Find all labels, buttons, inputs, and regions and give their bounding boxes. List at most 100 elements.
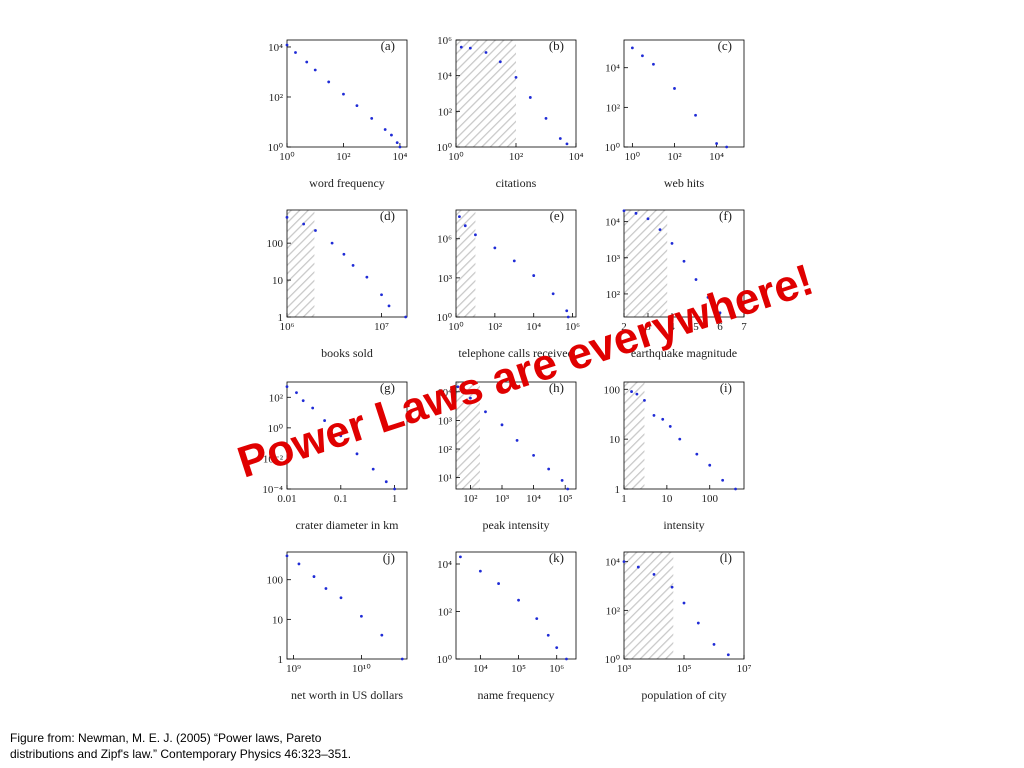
y-tick-label: 10⁰ — [605, 142, 621, 154]
data-point — [468, 46, 472, 50]
shaded-region — [456, 210, 476, 317]
x-tick-label: 10⁰ — [279, 151, 295, 163]
panel-label: (a) — [381, 38, 395, 53]
data-point — [404, 315, 408, 319]
panel-label: (i) — [720, 380, 732, 395]
x-tick-label: 10² — [509, 151, 524, 163]
data-point — [715, 142, 719, 145]
x-tick-label: 10² — [667, 151, 682, 163]
data-point — [295, 391, 298, 395]
y-tick-label: 10⁴ — [437, 559, 452, 571]
data-point — [721, 478, 725, 482]
data-point — [498, 60, 502, 64]
data-point — [643, 398, 646, 402]
x-axis-label: intensity — [663, 518, 704, 532]
data-point — [694, 278, 698, 281]
plot-frame — [623, 209, 745, 318]
data-point — [493, 246, 497, 250]
data-point — [566, 315, 570, 319]
data-point — [484, 51, 488, 54]
y-tick-label: 100 — [604, 384, 621, 396]
panel: 10⁶ 10⁷ 1 10 100 (d) books sold — [267, 208, 408, 360]
data-point — [696, 621, 700, 625]
x-tick-label: 10² — [463, 493, 478, 505]
y-tick-label: 10⁻² — [263, 453, 284, 465]
x-axis-label: crater diameter in km — [296, 518, 400, 532]
data-point — [532, 453, 535, 457]
x-tick-label: 6 — [717, 321, 723, 333]
data-point — [342, 252, 346, 256]
x-tick-label: 4 — [669, 321, 675, 333]
x-axis-label: word frequency — [309, 176, 385, 190]
y-tick-label: 10 — [609, 434, 621, 446]
x-tick-label: 10⁴ — [569, 151, 584, 163]
data-point — [546, 633, 550, 637]
data-point — [630, 390, 633, 393]
shaded-region — [287, 210, 315, 317]
data-point — [294, 51, 297, 54]
data-point — [469, 396, 472, 400]
x-tick-label: 100 — [701, 493, 718, 505]
data-point — [706, 296, 710, 299]
plot-frame — [286, 381, 408, 490]
y-tick-label: 10³ — [438, 273, 453, 285]
data-point — [384, 480, 388, 484]
y-tick-label: 1 — [278, 312, 284, 324]
x-tick-label: 10⁵ — [511, 663, 526, 675]
data-point — [641, 54, 644, 58]
x-tick-label: 10² — [336, 151, 351, 163]
data-point — [313, 68, 317, 72]
panel-label: (k) — [549, 550, 564, 565]
x-tick-label: 10⁴ — [709, 151, 724, 163]
x-tick-label: 10⁴ — [393, 151, 408, 163]
x-tick-label: 1 — [621, 493, 627, 505]
data-point — [565, 142, 569, 146]
y-tick-label: 10⁰ — [437, 312, 453, 324]
x-tick-label: 10 — [661, 493, 673, 505]
shaded-region — [456, 40, 516, 147]
data-point — [500, 423, 504, 427]
x-axis-label: books sold — [321, 346, 373, 360]
data-point — [515, 438, 519, 442]
data-point — [734, 487, 737, 491]
data-point — [528, 96, 532, 99]
x-tick-label: 1 — [392, 493, 398, 505]
x-axis-label: population of city — [641, 688, 726, 702]
x-tick-label: 10⁶ — [549, 663, 564, 675]
y-tick-label: 1 — [278, 654, 284, 666]
data-point — [390, 133, 393, 137]
panel: 10² 10³ 10⁴ 10⁵ 10¹ 10² 10³ 10⁴ (h) peak intensit… — [437, 380, 577, 532]
data-point — [342, 92, 345, 96]
data-point — [371, 467, 375, 471]
x-tick-label: 7 — [741, 321, 747, 333]
data-point — [673, 87, 676, 90]
data-point — [285, 43, 289, 47]
y-tick-label: 10² — [606, 605, 621, 617]
data-point — [652, 413, 656, 417]
y-tick-label: 10⁴ — [605, 217, 620, 229]
data-point — [695, 452, 699, 456]
data-point — [634, 211, 638, 215]
x-tick-label: 10⁵ — [558, 493, 573, 505]
data-point — [398, 145, 402, 149]
y-tick-label: 10⁰ — [268, 142, 284, 154]
x-tick-label: 0.01 — [277, 493, 296, 505]
y-tick-label: 10² — [606, 289, 621, 301]
headline: Power Laws are everywhere! — [232, 255, 819, 488]
data-point — [285, 385, 289, 389]
panel-label: (e) — [550, 208, 564, 223]
data-point — [395, 141, 399, 144]
data-point — [558, 137, 562, 140]
plot-frame — [455, 551, 577, 660]
x-tick-label: 5 — [693, 321, 699, 333]
data-point — [380, 633, 384, 637]
data-point — [622, 209, 626, 213]
shaded-region — [624, 210, 668, 317]
y-tick-label: 10⁰ — [437, 142, 453, 154]
data-point — [512, 259, 516, 263]
data-point — [463, 224, 467, 228]
data-point — [636, 565, 640, 569]
y-tick-label: 10⁻⁴ — [262, 484, 283, 496]
data-point — [400, 657, 404, 661]
